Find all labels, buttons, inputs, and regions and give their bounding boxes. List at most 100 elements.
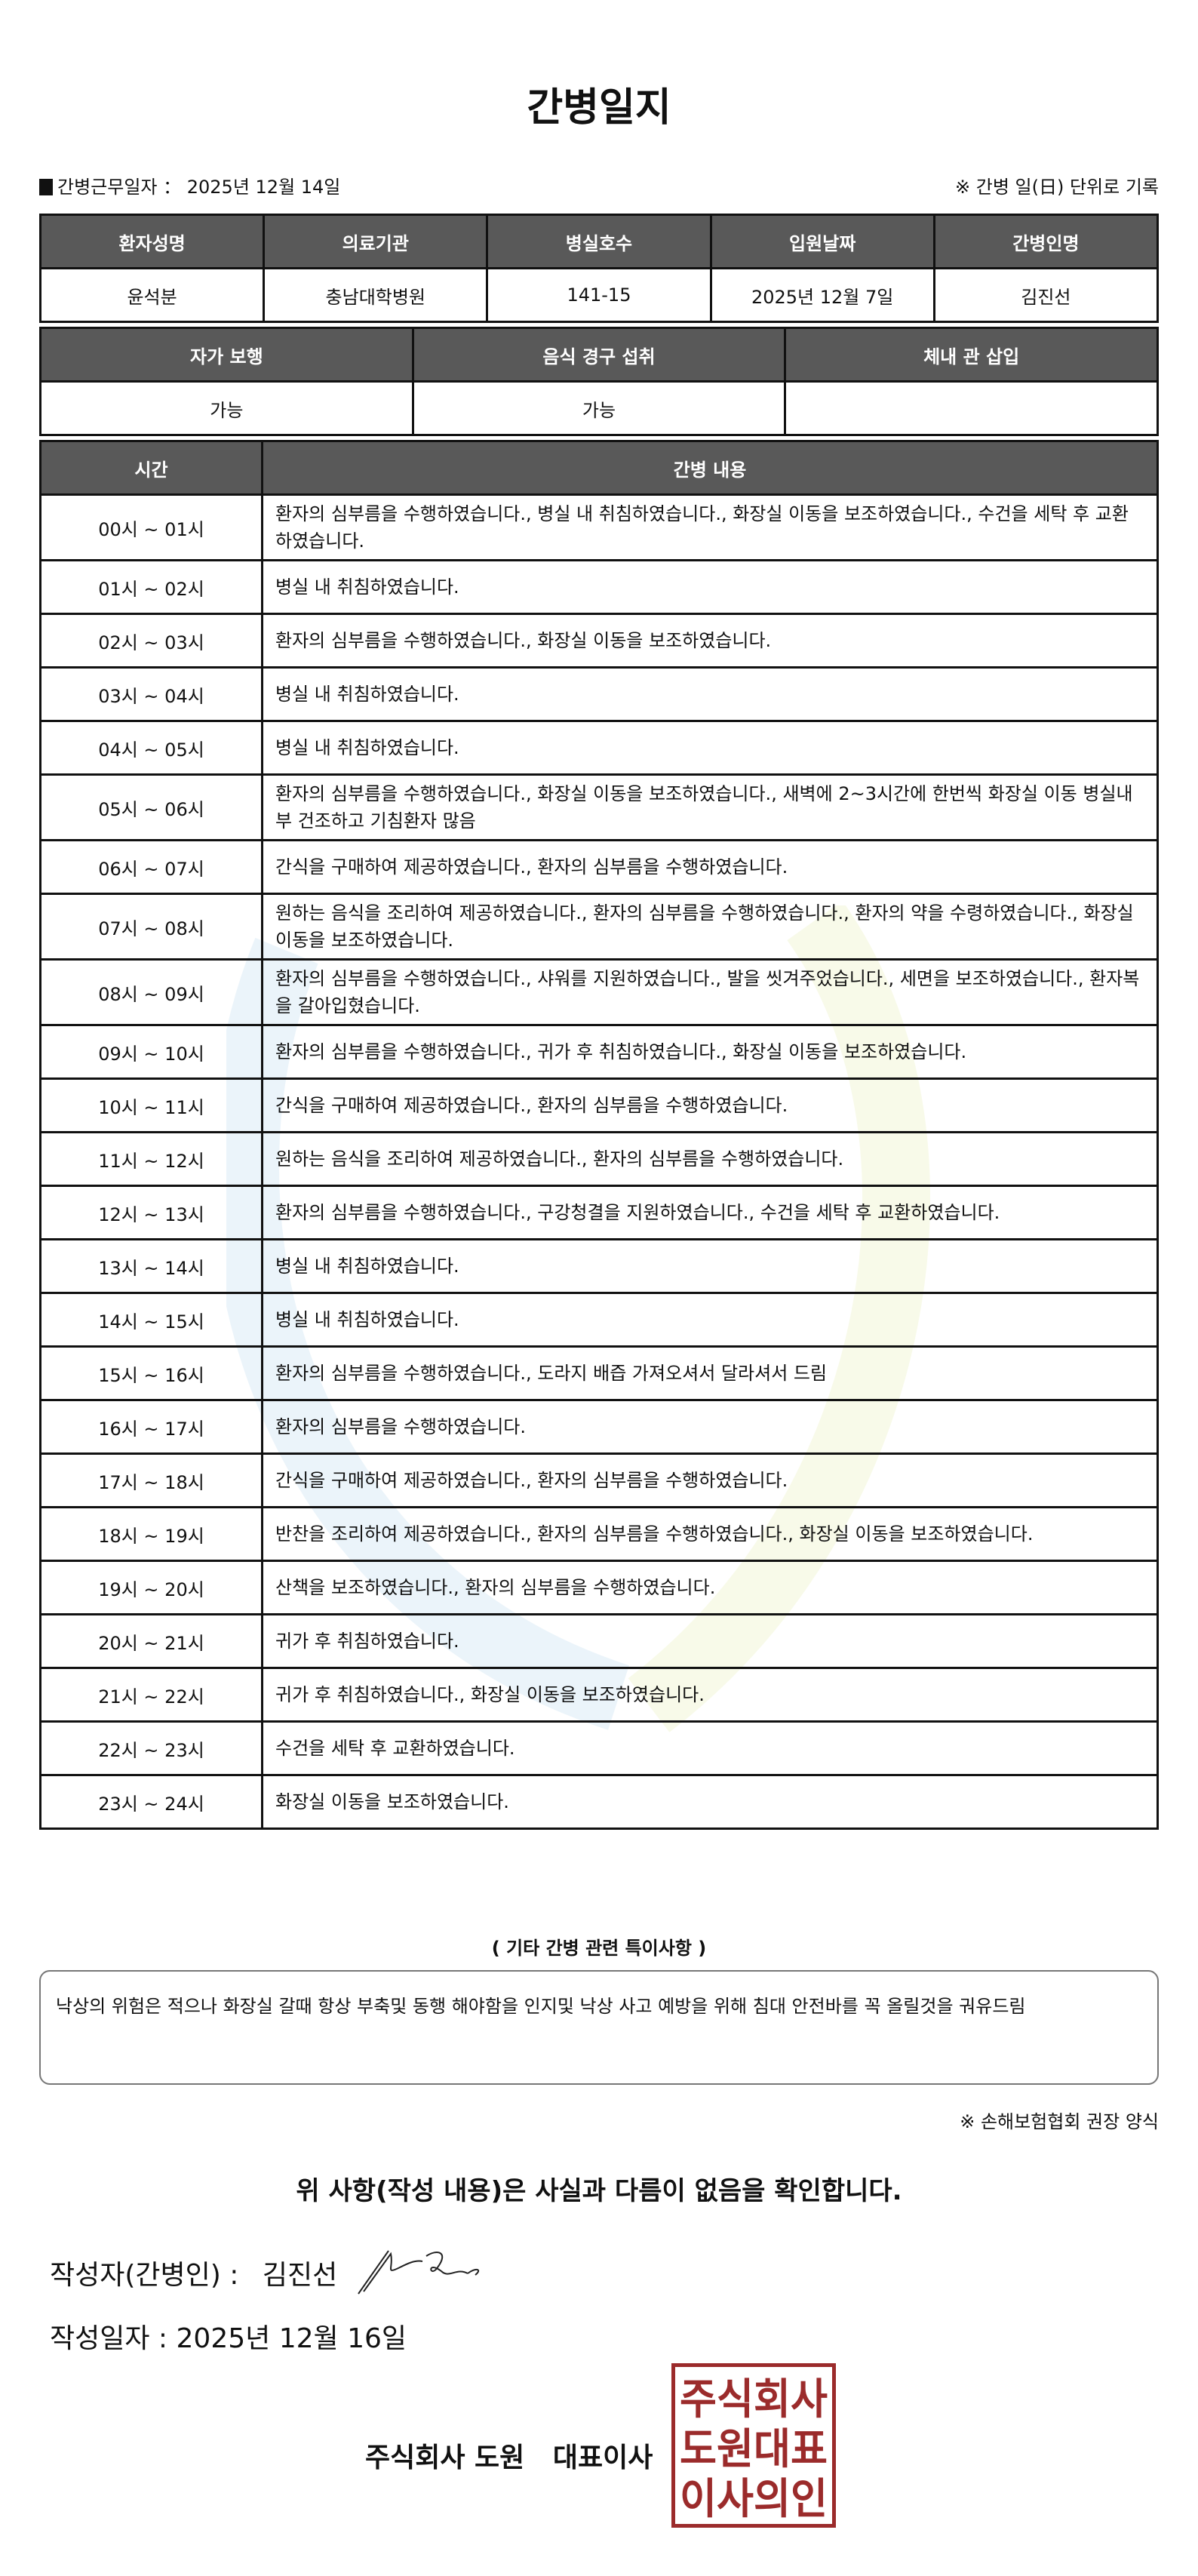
row-content: 환자의 심부름을 수행하였습니다., 도라지 배즙 가져오셔서 달라셔서 드림	[261, 1345, 1159, 1401]
confirmation-statement: 위 사항(작성 내용)은 사실과 다름이 없음을 확인합니다.	[296, 2176, 902, 2206]
table-row: 19시 ~ 20시 산책을 보조하였습니다., 환자의 심부름을 수행하였습니다.	[39, 1560, 1159, 1615]
table-row: 00시 ~ 01시 환자의 심부름을 수행하였습니다., 병실 내 취침하였습니다…	[39, 493, 1159, 561]
row-time: 13시 ~ 14시	[39, 1238, 263, 1294]
row-time: 09시 ~ 10시	[39, 1024, 263, 1080]
header-patient-name: 환자성명	[38, 214, 266, 269]
table-row: 07시 ~ 08시 원하는 음식을 조리하여 제공하였습니다., 환자의 심부름을…	[39, 893, 1159, 961]
row-time: 18시 ~ 19시	[39, 1506, 263, 1562]
row-content: 수건을 세탁 후 교환하였습니다.	[261, 1720, 1159, 1776]
row-content: 반찬을 조리하여 제공하였습니다., 환자의 심부름을 수행하였습니다., 화장…	[261, 1506, 1159, 1562]
room-number: 141-15	[486, 267, 712, 323]
table-row: 03시 ~ 04시 병실 내 취침하였습니다.	[39, 666, 1159, 722]
row-time: 20시 ~ 21시	[39, 1613, 263, 1669]
row-content: 원하는 음식을 조리하여 제공하였습니다., 환자의 심부름을 수행하였습니다.	[261, 1131, 1159, 1187]
row-content: 귀가 후 취침하였습니다.	[261, 1613, 1159, 1669]
row-time: 04시 ~ 05시	[39, 720, 263, 776]
table-row: 20시 ~ 21시 귀가 후 취침하였습니다.	[39, 1613, 1159, 1669]
table-row: 04시 ~ 05시 병실 내 취침하였습니다.	[39, 720, 1159, 776]
header-hospital: 의료기관	[263, 214, 489, 269]
header-oral-intake: 음식 경구 섭취	[411, 327, 787, 383]
row-time: 15시 ~ 16시	[39, 1345, 263, 1401]
row-content: 환자의 심부름을 수행하였습니다., 병실 내 취침하였습니다., 화장실 이동…	[261, 493, 1159, 561]
oral-intake-status: 가능	[411, 380, 787, 436]
row-content: 병실 내 취침하였습니다.	[261, 666, 1159, 722]
tube-status	[784, 380, 1159, 436]
row-time: 08시 ~ 09시	[39, 958, 263, 1026]
page-title: 간병일지	[527, 85, 671, 131]
row-time: 01시 ~ 02시	[39, 559, 263, 615]
company-representative: 주식회사 도원 대표이사	[365, 2442, 653, 2473]
header-caregiver: 간병인명	[932, 214, 1160, 269]
row-content: 환자의 심부름을 수행하였습니다., 구강청결을 지원하였습니다., 수건을 세…	[261, 1185, 1159, 1240]
row-content: 환자의 심부름을 수행하였습니다., 샤워를 지원하였습니다., 발을 씻겨주었…	[261, 958, 1159, 1026]
write-date-label: 작성일자 :	[50, 2323, 168, 2354]
table-row: 16시 ~ 17시 환자의 심부름을 수행하였습니다.	[39, 1399, 1159, 1455]
header-room: 병실호수	[486, 214, 712, 269]
row-content: 산책을 보조하였습니다., 환자의 심부름을 수행하였습니다.	[261, 1560, 1159, 1615]
square-bullet-icon	[39, 179, 53, 195]
table-row: 09시 ~ 10시 환자의 심부름을 수행하였습니다., 귀가 후 취침하였습니다…	[39, 1024, 1159, 1080]
row-content: 간식을 구매하여 제공하였습니다., 환자의 심부름을 수행하였습니다.	[261, 1452, 1159, 1508]
table-row: 11시 ~ 12시 원하는 음식을 조리하여 제공하였습니다., 환자의 심부름을…	[39, 1131, 1159, 1187]
row-time: 23시 ~ 24시	[39, 1774, 263, 1830]
row-time: 21시 ~ 22시	[39, 1667, 263, 1723]
table-row: 05시 ~ 06시 환자의 심부름을 수행하였습니다., 화장실 이동을 보조하였…	[39, 773, 1159, 841]
row-time: 22시 ~ 23시	[39, 1720, 263, 1776]
table-row: 06시 ~ 07시 간식을 구매하여 제공하였습니다., 환자의 심부름을 수행하…	[39, 839, 1159, 895]
row-time: 14시 ~ 15시	[39, 1292, 263, 1348]
special-notes-title: ( 기타 간병 관련 특이사항 )	[491, 1938, 707, 1959]
form-note: ※ 손해보험협회 권장 양식	[960, 2111, 1159, 2132]
table-row: 23시 ~ 24시 화장실 이동을 보조하였습니다.	[39, 1774, 1159, 1830]
row-time: 11시 ~ 12시	[39, 1131, 263, 1187]
table-row: 13시 ~ 14시 병실 내 취침하였습니다.	[39, 1238, 1159, 1294]
row-content: 병실 내 취침하였습니다.	[261, 1292, 1159, 1348]
row-time: 19시 ~ 20시	[39, 1560, 263, 1615]
row-content: 간식을 구매하여 제공하였습니다., 환자의 심부름을 수행하였습니다.	[261, 1077, 1159, 1133]
row-content: 간식을 구매하여 제공하였습니다., 환자의 심부름을 수행하였습니다.	[261, 839, 1159, 895]
row-time: 07시 ~ 08시	[39, 893, 263, 961]
special-notes-box: 낙상의 위험은 적으나 화장실 갈때 항상 부축및 동행 해야함을 인지및 낙상…	[39, 1970, 1159, 2085]
row-content: 귀가 후 취침하였습니다., 화장실 이동을 보조하였습니다.	[261, 1667, 1159, 1723]
patient-status-table: 자가 보행 음식 경구 섭취 체내 관 삽입 가능 가능	[39, 327, 1159, 436]
table-row: 14시 ~ 15시 병실 내 취침하였습니다.	[39, 1292, 1159, 1348]
svg-text:주식회사: 주식회사	[680, 2375, 828, 2424]
row-time: 12시 ~ 13시	[39, 1185, 263, 1240]
table-row: 08시 ~ 09시 환자의 심부름을 수행하였습니다., 샤워를 지원하였습니다.…	[39, 958, 1159, 1026]
writer-line: 작성자(간병인) : 김진선	[50, 2253, 337, 2292]
patient-info-table: 환자성명 의료기관 병실호수 입원날짜 간병인명 윤석분 충남대학병원 141-…	[38, 214, 1160, 323]
signature-image	[358, 2250, 480, 2295]
row-time: 05시 ~ 06시	[39, 773, 263, 841]
row-time: 03시 ~ 04시	[39, 666, 263, 722]
admission-date: 2025년 12월 7일	[709, 267, 935, 323]
care-date-text: 간병근무일자 ： 2025년 12월 14일	[57, 177, 341, 198]
row-content: 환자의 심부름을 수행하였습니다., 화장실 이동을 보조하였습니다.	[261, 613, 1159, 669]
unit-note: ※ 간병 일(日) 단위로 기록	[955, 177, 1159, 198]
caregiver-name: 김진선	[932, 267, 1160, 323]
table-row: 17시 ~ 18시 간식을 구매하여 제공하였습니다., 환자의 심부름을 수행하…	[39, 1452, 1159, 1508]
table-row: 02시 ~ 03시 환자의 심부름을 수행하였습니다., 화장실 이동을 보조하였…	[39, 613, 1159, 669]
header-admission-date: 입원날짜	[709, 214, 935, 269]
row-content: 환자의 심부름을 수행하였습니다.	[261, 1399, 1159, 1455]
table-row: 18시 ~ 19시 반찬을 조리하여 제공하였습니다., 환자의 심부름을 수행하…	[39, 1506, 1159, 1562]
table-row: 21시 ~ 22시 귀가 후 취침하였습니다., 화장실 이동을 보조하였습니다.	[39, 1667, 1159, 1723]
care-log-table: 시간 간병 내용 00시 ~ 01시 환자의 심부름을 수행하였습니다., 병실 …	[39, 440, 1159, 1830]
header-tube: 체내 관 삽입	[784, 327, 1159, 383]
row-content: 병실 내 취침하였습니다.	[261, 559, 1159, 615]
header-content: 간병 내용	[261, 440, 1159, 496]
row-content: 환자의 심부름을 수행하였습니다., 화장실 이동을 보조하였습니다., 새벽에…	[261, 773, 1159, 841]
hospital: 충남대학병원	[263, 267, 489, 323]
care-date: 간병근무일자 ： 2025년 12월 14일	[39, 172, 340, 198]
row-content: 원하는 음식을 조리하여 제공하였습니다., 환자의 심부름을 수행하였습니다.…	[261, 893, 1159, 961]
table-row: 15시 ~ 16시 환자의 심부름을 수행하였습니다., 도라지 배즙 가져오셔서…	[39, 1345, 1159, 1401]
special-notes-text: 낙상의 위험은 적으나 화장실 갈때 항상 부축및 동행 해야함을 인지및 낙상…	[56, 1996, 1026, 2017]
row-content: 화장실 이동을 보조하였습니다.	[261, 1774, 1159, 1830]
patient-name: 윤석분	[38, 267, 266, 323]
writer-name: 김진선	[262, 2260, 338, 2291]
table-row: 22시 ~ 23시 수건을 세탁 후 교환하였습니다.	[39, 1720, 1159, 1776]
svg-text:이사의인: 이사의인	[680, 2475, 828, 2524]
writer-label: 작성자(간병인) :	[50, 2260, 239, 2291]
walking-status: 가능	[39, 380, 414, 436]
row-content: 환자의 심부름을 수행하였습니다., 귀가 후 취침하였습니다., 화장실 이동…	[261, 1024, 1159, 1080]
row-time: 06시 ~ 07시	[39, 839, 263, 895]
row-time: 00시 ~ 01시	[39, 493, 263, 561]
